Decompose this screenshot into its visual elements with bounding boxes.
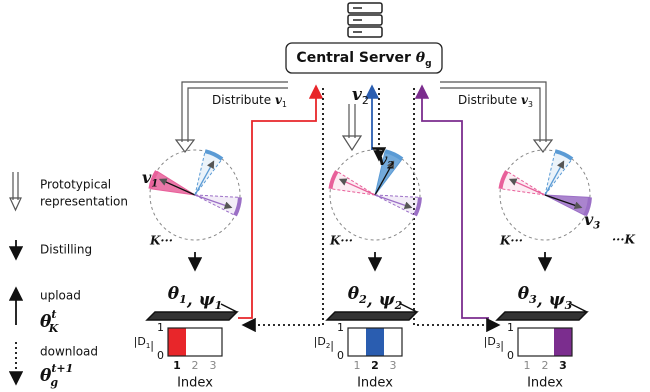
- y-axis-label-text: |: [330, 339, 334, 352]
- x-tick-label: 3: [559, 359, 567, 372]
- y-axis-label: |D3|: [484, 335, 504, 352]
- k-label: K···: [329, 234, 353, 248]
- legend-upload: upload: [40, 289, 81, 303]
- model-label-text: , ψ: [366, 289, 396, 309]
- y-axis-label-text: |D: [314, 335, 326, 348]
- model-label-sub: 2: [358, 293, 367, 306]
- y-tick-label: 0: [157, 349, 164, 362]
- model-label-sub: 1: [179, 293, 187, 306]
- distribute-label: Distribute v3: [458, 93, 533, 109]
- x-tick-label: 2: [371, 359, 379, 372]
- model-label-sub: 1: [215, 299, 223, 312]
- more-clients: ···K: [612, 233, 636, 247]
- model-label-sub: 3: [565, 299, 573, 312]
- legend-upload-symbol-sup: t: [51, 308, 56, 321]
- distribute-label: v2: [352, 85, 369, 107]
- x-axis-label: Index: [357, 376, 393, 391]
- model-label-text: θ: [168, 284, 180, 304]
- legend-upload-symbol-sub: K: [48, 322, 59, 335]
- diagram: Prototypical representation Distilling u…: [0, 0, 650, 392]
- y-axis-label-text: |: [150, 339, 154, 352]
- legend-prototype-line2: representation: [40, 195, 128, 209]
- y-axis-label: |D1|: [134, 335, 154, 352]
- model-label-sub: 2: [394, 299, 403, 312]
- y-axis-label-text: |: [500, 339, 504, 352]
- y-tick-label: 0: [337, 349, 344, 362]
- bar: [554, 328, 572, 356]
- distribute-label-text: Distribute: [212, 93, 275, 107]
- model-label-text: , ψ: [536, 289, 566, 309]
- bar: [366, 328, 384, 356]
- prototype-label-sub: 1: [151, 178, 158, 189]
- model-label: θ3, ψ3: [518, 284, 573, 312]
- prototype-label: v3: [584, 210, 600, 232]
- distribute-label-sub: 3: [528, 100, 533, 109]
- distribute-label-sub: 2: [362, 94, 369, 107]
- x-tick-label: 1: [524, 359, 531, 372]
- x-tick-label: 2: [542, 359, 549, 372]
- legend-download: download: [40, 345, 98, 359]
- x-tick-label: 3: [390, 359, 397, 372]
- prototype-label-sub: 3: [593, 220, 600, 231]
- server-label-text: Central Server: [296, 50, 415, 66]
- k-label: K···: [149, 234, 173, 248]
- server-icon: [348, 3, 382, 37]
- k-label: K···: [499, 234, 523, 248]
- y-tick-label: 1: [507, 321, 514, 334]
- y-axis-label-text: |D: [484, 335, 496, 348]
- model-label-text: , ψ: [186, 289, 216, 309]
- model-label: θ1, ψ1: [168, 284, 223, 312]
- legend-glyphs: [10, 172, 21, 382]
- model-label: θ2, ψ2: [348, 284, 403, 312]
- x-axis-label: Index: [177, 376, 213, 391]
- y-tick-label: 0: [507, 349, 514, 362]
- model-label-text: θ: [348, 284, 360, 304]
- x-axis-label: Index: [527, 376, 563, 391]
- y-axis-label: |D2|: [314, 335, 334, 352]
- x-tick-label: 3: [210, 359, 217, 372]
- distribute-label-sub: 1: [282, 100, 287, 109]
- y-axis-label-text: |D: [134, 335, 146, 348]
- x-tick-label: 1: [354, 359, 361, 372]
- y-tick-label: 1: [157, 321, 164, 334]
- legend-distilling: Distilling: [40, 243, 92, 257]
- x-tick-label: 2: [192, 359, 199, 372]
- legend-prototype-line1: Prototypical: [40, 178, 111, 192]
- legend-download-symbol-sub: g: [50, 376, 58, 389]
- prototype-label-sub: 2: [386, 160, 394, 171]
- model-label-text: θ: [518, 284, 530, 304]
- x-tick-label: 1: [173, 359, 181, 372]
- server-label: Central Server θg: [296, 50, 431, 68]
- legend-download-symbol-sup: t+1: [51, 362, 73, 375]
- y-tick-label: 1: [337, 321, 344, 334]
- distribute-label-text: Distribute: [458, 93, 521, 107]
- bar: [168, 328, 186, 356]
- server-label-sub: g: [425, 58, 431, 68]
- distribute-label: Distribute v1: [212, 93, 287, 109]
